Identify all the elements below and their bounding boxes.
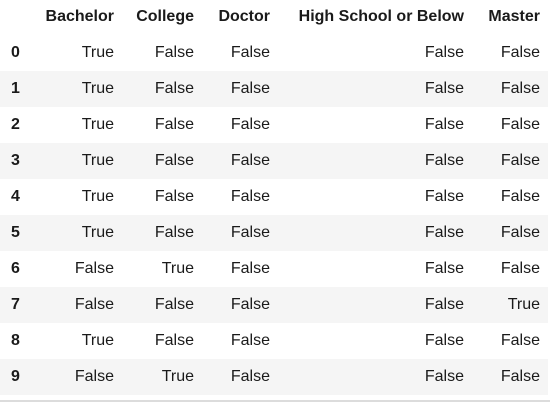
row-index: 0 [11,43,20,61]
cell-bachelor: True [81,79,114,97]
cell-doctor: False [230,79,270,97]
table-row: 1 True False False False False [0,70,548,107]
row-index: 8 [11,331,20,349]
row-index: 9 [11,367,20,385]
cell-master: False [500,43,540,61]
cell-college: False [154,151,194,169]
table-row: 4 True False False False False [0,179,548,215]
row-index: 4 [11,187,20,205]
cell-master: False [500,115,540,133]
cell-doctor: False [230,187,270,205]
cell-bachelor: True [81,331,114,349]
cell-college: False [154,223,194,241]
cell-master: False [500,79,540,97]
header-row: Bachelor College Doctor High School or B… [0,0,548,35]
cell-doctor: False [230,259,270,277]
cell-bachelor: True [81,223,114,241]
cell-doctor: False [230,367,270,385]
cell-master: False [500,331,540,349]
column-header-master: Master [472,0,548,35]
column-header-college: College [122,0,202,35]
column-header-bachelor: Bachelor [32,0,122,35]
cell-bachelor: False [74,295,114,313]
cell-doctor: False [230,223,270,241]
cell-college: False [154,43,194,61]
cell-bachelor: True [81,115,114,133]
cell-high-school-or-below: False [424,367,464,385]
cell-bachelor: False [74,367,114,385]
table-row: 7 False False False False True [0,286,548,323]
cell-college: False [154,79,194,97]
cell-college: False [154,331,194,349]
cell-doctor: False [230,151,270,169]
table-row: 8 True False False False False [0,323,548,359]
column-header-high-school-or-below: High School or Below [278,0,472,35]
cell-bachelor: True [81,187,114,205]
cell-master: False [500,367,540,385]
cell-college: False [154,187,194,205]
cell-high-school-or-below: False [424,187,464,205]
table-row: 0 True False False False False [0,35,548,71]
cell-college: False [154,115,194,133]
cell-high-school-or-below: False [424,259,464,277]
cell-high-school-or-below: False [424,115,464,133]
cell-high-school-or-below: False [424,79,464,97]
cell-master: False [500,259,540,277]
cell-college: True [161,259,194,277]
cell-high-school-or-below: False [424,223,464,241]
cell-high-school-or-below: False [424,151,464,169]
cell-high-school-or-below: False [424,295,464,313]
cell-master: False [500,151,540,169]
dataframe-table: Bachelor College Doctor High School or B… [0,0,548,395]
cell-doctor: False [230,295,270,313]
row-index: 2 [11,115,20,133]
cell-bachelor: False [74,259,114,277]
row-index: 1 [11,79,20,97]
cell-doctor: False [230,43,270,61]
table-body: 0 True False False False False 1 True Fa… [0,35,548,395]
row-index: 3 [11,151,20,169]
cell-college: False [154,295,194,313]
cell-high-school-or-below: False [424,43,464,61]
cell-doctor: False [230,115,270,133]
table-row: 6 False True False False False [0,251,548,287]
cell-doctor: False [230,331,270,349]
table-row: 5 True False False False False [0,214,548,251]
column-header-doctor: Doctor [202,0,278,35]
cell-bachelor: True [81,43,114,61]
row-index: 6 [11,259,20,277]
cell-master: True [507,295,540,313]
cell-master: False [500,223,540,241]
cell-high-school-or-below: False [424,331,464,349]
table-row: 9 False True False False False [0,358,548,395]
row-index: 5 [11,223,20,241]
row-index: 7 [11,295,20,313]
table-row: 3 True False False False False [0,142,548,179]
cell-bachelor: True [81,151,114,169]
table-row: 2 True False False False False [0,107,548,143]
output-divider [0,400,550,402]
index-header [0,0,32,35]
cell-master: False [500,187,540,205]
table-header: Bachelor College Doctor High School or B… [0,0,548,35]
cell-college: True [161,367,194,385]
